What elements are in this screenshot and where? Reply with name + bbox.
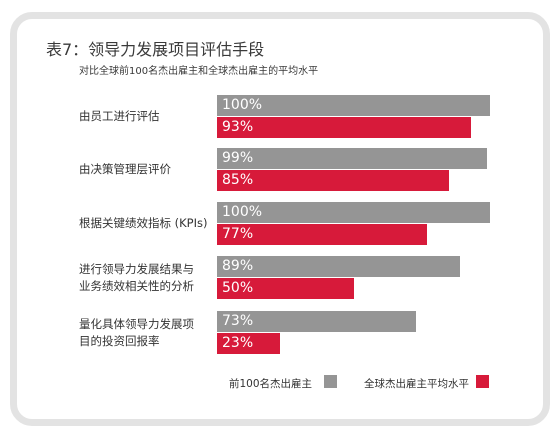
- data-label: 89%: [222, 258, 254, 274]
- data-label: 85%: [222, 172, 254, 188]
- bar-average: [217, 117, 471, 138]
- bar-top100: [217, 95, 490, 116]
- category-label-line: 业务绩效相关性的分析: [79, 278, 194, 293]
- data-label: 99%: [222, 150, 254, 166]
- category-label-line: 进行领导力发展结果与: [79, 261, 194, 276]
- chart-title: 表7：领导力发展项目评估手段: [46, 40, 265, 59]
- category-label: 由决策管理层评价: [79, 161, 171, 178]
- category-label-line: 根据关键绩效指标 (KPIs): [79, 216, 208, 230]
- category-label: 进行领导力发展结果与 业务绩效相关性的分析: [79, 261, 194, 295]
- bar-top100: [217, 311, 417, 332]
- category-label-line: 目的投资回报率: [79, 333, 160, 348]
- legend-swatch-top100: [324, 375, 337, 388]
- data-label: 73%: [222, 313, 254, 329]
- bar-top100: [217, 256, 460, 277]
- bar-average: [217, 333, 280, 354]
- data-label: 23%: [222, 335, 254, 351]
- bar-average: [217, 278, 354, 299]
- category-label: 根据关键绩效指标 (KPIs): [79, 215, 208, 232]
- chart-subtitle: 对比全球前100名杰出雇主和全球杰出雇主的平均水平: [79, 66, 319, 77]
- data-label: 93%: [222, 119, 254, 135]
- legend-swatch-average: [476, 375, 489, 388]
- data-label: 50%: [222, 280, 254, 296]
- data-label: 100%: [222, 97, 263, 113]
- bar-top100: [217, 202, 490, 223]
- category-label-line: 量化具体领导力发展项: [79, 316, 194, 331]
- category-label-line: 由决策管理层评价: [79, 162, 171, 176]
- category-label: 量化具体领导力发展项 目的投资回报率: [79, 316, 194, 350]
- bar-average: [217, 170, 450, 191]
- data-label: 100%: [222, 204, 263, 220]
- bar-top100: [217, 148, 488, 169]
- legend-label-average: 全球杰出雇主平均水平: [364, 378, 469, 390]
- legend-label-top100: 前100名杰出雇主: [229, 378, 313, 390]
- category-label-line: 由员工进行评估: [79, 109, 160, 123]
- bar-average: [217, 224, 428, 245]
- category-label: 由员工进行评估: [79, 108, 160, 125]
- data-label: 77%: [222, 226, 254, 242]
